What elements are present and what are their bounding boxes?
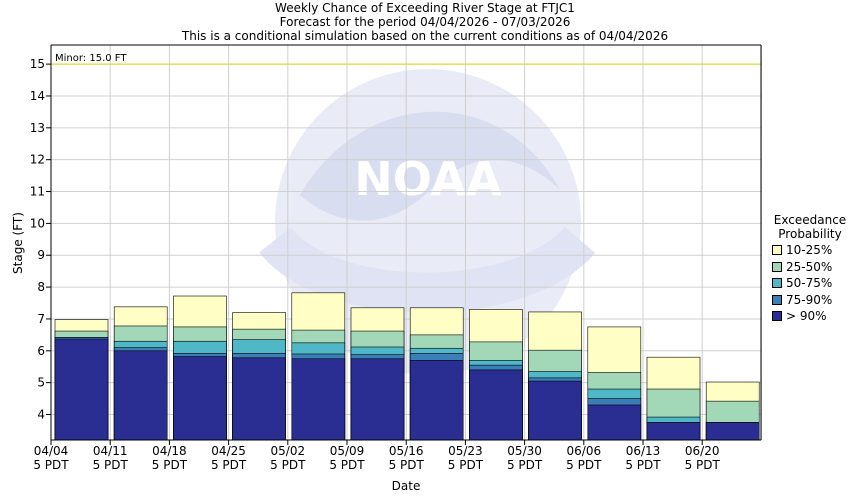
y-tick-label: 15 bbox=[30, 57, 45, 71]
y-tick-label: 12 bbox=[30, 153, 45, 167]
legend-item: 75-90% bbox=[772, 293, 848, 308]
legend-label: 10-25% bbox=[786, 243, 833, 258]
legend: Exceedance Probability 10-25% 25-50% 50-75… bbox=[772, 213, 848, 324]
legend-items: 10-25% 25-50% 50-75% 75-90% > 90% bbox=[772, 243, 848, 324]
bar-segment bbox=[291, 358, 346, 441]
legend-swatch bbox=[772, 278, 782, 289]
x-tick-label-time: 5 PDT bbox=[329, 458, 365, 472]
bar-segment bbox=[173, 356, 227, 441]
chart-title: Weekly Chance of Exceeding River Stage a… bbox=[275, 1, 575, 15]
x-tick-label-time: 5 PDT bbox=[389, 458, 425, 472]
legend-title-line1: Exceedance bbox=[773, 213, 847, 227]
x-tick-label-date: 04/18 bbox=[152, 444, 187, 458]
legend-label: 75-90% bbox=[786, 292, 833, 307]
x-tick-label-date: 05/09 bbox=[330, 444, 365, 458]
y-tick-label: 6 bbox=[37, 344, 45, 358]
x-tick-label-time: 5 PDT bbox=[566, 458, 602, 472]
x-tick-label-date: 06/13 bbox=[626, 444, 661, 458]
chart-subtitle-conditions: This is a conditional simulation based o… bbox=[181, 29, 669, 43]
x-tick-label-time: 5 PDT bbox=[93, 458, 129, 472]
legend-label: > 90% bbox=[786, 309, 827, 324]
x-tick-label-time: 5 PDT bbox=[625, 458, 661, 472]
legend-item: 25-50% bbox=[772, 260, 848, 275]
bar-segment bbox=[232, 357, 286, 441]
legend-label: 50-75% bbox=[786, 276, 833, 291]
bar-segment bbox=[646, 422, 701, 441]
legend-item: 50-75% bbox=[772, 276, 848, 291]
legend-swatch bbox=[772, 261, 782, 272]
bar-segment bbox=[469, 369, 523, 441]
x-tick-label-time: 5 PDT bbox=[270, 458, 306, 472]
y-tick-label: 8 bbox=[37, 280, 45, 294]
bar-segment bbox=[113, 350, 168, 441]
y-tick-label: 11 bbox=[30, 185, 45, 199]
bar-segment bbox=[350, 358, 405, 441]
legend-label: 25-50% bbox=[786, 259, 833, 274]
y-tick-label: 5 bbox=[37, 376, 45, 390]
x-tick-label-time: 5 PDT bbox=[152, 458, 188, 472]
legend-swatch bbox=[772, 311, 782, 322]
y-tick-label: 13 bbox=[30, 121, 45, 135]
x-tick-label-date: 06/06 bbox=[567, 444, 602, 458]
minor-flood-threshold: Minor: 15.0 FT bbox=[51, 53, 761, 65]
bar-segment bbox=[409, 360, 464, 441]
legend-swatch bbox=[772, 245, 782, 256]
x-tick-label-date: 05/02 bbox=[271, 444, 306, 458]
y-tick-label: 7 bbox=[37, 312, 45, 326]
x-tick-label-date: 05/16 bbox=[389, 444, 424, 458]
legend-title-line2: Probability bbox=[778, 227, 842, 241]
legend-item: 10-25% bbox=[772, 243, 848, 258]
svg-text:NOAA: NOAA bbox=[354, 152, 502, 206]
x-tick-label-time: 5 PDT bbox=[211, 458, 247, 472]
x-tick-label-date: 05/23 bbox=[448, 444, 483, 458]
bar-segment bbox=[54, 338, 109, 441]
chart-subtitle-period: Forecast for the period 04/04/2026 - 07/… bbox=[279, 15, 571, 29]
noaa-watermark-logo: NOAA bbox=[259, 69, 596, 375]
threshold-label: Minor: 15.0 FT bbox=[55, 53, 127, 64]
bar-segment bbox=[528, 380, 582, 441]
x-tick-label-time: 5 PDT bbox=[685, 458, 721, 472]
x-tick-label-date: 06/20 bbox=[685, 444, 720, 458]
x-tick-label-time: 5 PDT bbox=[507, 458, 543, 472]
x-tick-label-time: 5 PDT bbox=[33, 458, 69, 472]
x-tick-label-time: 5 PDT bbox=[448, 458, 484, 472]
x-tick-label-date: 04/25 bbox=[211, 444, 246, 458]
y-tick-label: 10 bbox=[30, 216, 45, 230]
y-tick-label: 9 bbox=[37, 248, 45, 262]
x-tick-label-date: 04/04 bbox=[34, 444, 69, 458]
y-tick-label: 14 bbox=[30, 89, 45, 103]
legend-swatch bbox=[772, 294, 782, 305]
bar-segment bbox=[705, 422, 760, 441]
x-axis-label: Date bbox=[392, 479, 421, 493]
x-tick-label-date: 04/11 bbox=[93, 444, 128, 458]
y-tick-label: 4 bbox=[37, 408, 45, 422]
bar-segment bbox=[587, 404, 642, 441]
legend-item: > 90% bbox=[772, 309, 848, 324]
x-tick-label-date: 05/30 bbox=[507, 444, 542, 458]
y-axis-label: Stage (FT) bbox=[11, 212, 25, 274]
